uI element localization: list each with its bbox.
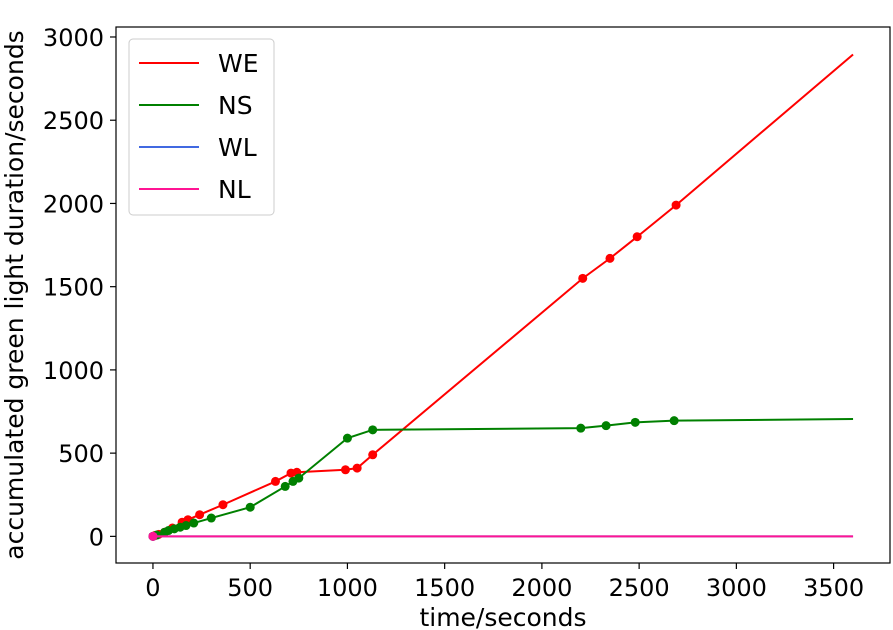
- series-ns: [148, 416, 854, 541]
- data-point-we: [340, 465, 350, 475]
- data-point-we: [218, 500, 228, 510]
- data-point-ns: [576, 423, 586, 433]
- y-tick-label: 1000: [43, 357, 104, 385]
- x-tick-label: 0: [145, 574, 160, 602]
- y-axis: 0 500 1000 1500 2000 2500 3000: [43, 24, 116, 551]
- legend-box: [128, 38, 275, 216]
- y-tick-label: 2000: [43, 190, 104, 218]
- data-point-ns: [368, 425, 378, 435]
- data-point-we: [605, 253, 615, 263]
- legend-label-wl: WL: [218, 133, 257, 162]
- y-tick-label: 1500: [43, 274, 104, 302]
- series-nl: [148, 531, 854, 541]
- data-point-nl: [148, 531, 158, 541]
- data-point-ns: [630, 417, 640, 427]
- x-tick-label: 1000: [317, 574, 378, 602]
- legend-label-nl: NL: [218, 175, 251, 204]
- y-tick-label: 0: [89, 523, 104, 551]
- data-point-ns: [181, 521, 191, 531]
- x-axis: 0 500 1000 1500 2000 2500 3000 3500: [145, 563, 864, 602]
- data-point-ns: [601, 421, 611, 431]
- data-point-we: [671, 200, 681, 210]
- data-point-we: [270, 476, 280, 486]
- x-tick-label: 2000: [511, 574, 572, 602]
- plot-area: [148, 53, 854, 541]
- y-tick-label: 500: [58, 440, 104, 468]
- plot-frame: [115, 26, 891, 564]
- data-point-ns: [206, 513, 216, 523]
- y-tick-label: 2500: [43, 107, 104, 135]
- y-tick-label: 3000: [43, 24, 104, 52]
- data-point-we: [632, 232, 642, 242]
- legend: WE NS WL NL: [128, 38, 275, 216]
- legend-label-ns: NS: [218, 91, 253, 120]
- data-point-we: [368, 450, 378, 460]
- legend-label-we: WE: [218, 49, 259, 78]
- x-tick-label: 3500: [803, 574, 864, 602]
- x-tick-label: 2500: [609, 574, 670, 602]
- data-point-we: [578, 273, 588, 283]
- data-point-ns: [280, 481, 290, 491]
- x-axis-label: time/seconds: [419, 603, 586, 630]
- data-point-ns: [669, 416, 679, 426]
- x-tick-label: 1500: [414, 574, 475, 602]
- series-line-ns: [152, 418, 854, 538]
- data-point-we: [352, 463, 362, 473]
- data-point-ns: [245, 502, 255, 512]
- data-point-ns: [189, 518, 199, 528]
- x-tick-label: 3000: [706, 574, 767, 602]
- y-axis-label: accumulated green light duration/seconds: [0, 30, 29, 559]
- x-tick-label: 500: [227, 574, 273, 602]
- data-point-ns: [294, 473, 304, 483]
- data-point-ns: [342, 433, 352, 443]
- data-point-we: [195, 510, 205, 520]
